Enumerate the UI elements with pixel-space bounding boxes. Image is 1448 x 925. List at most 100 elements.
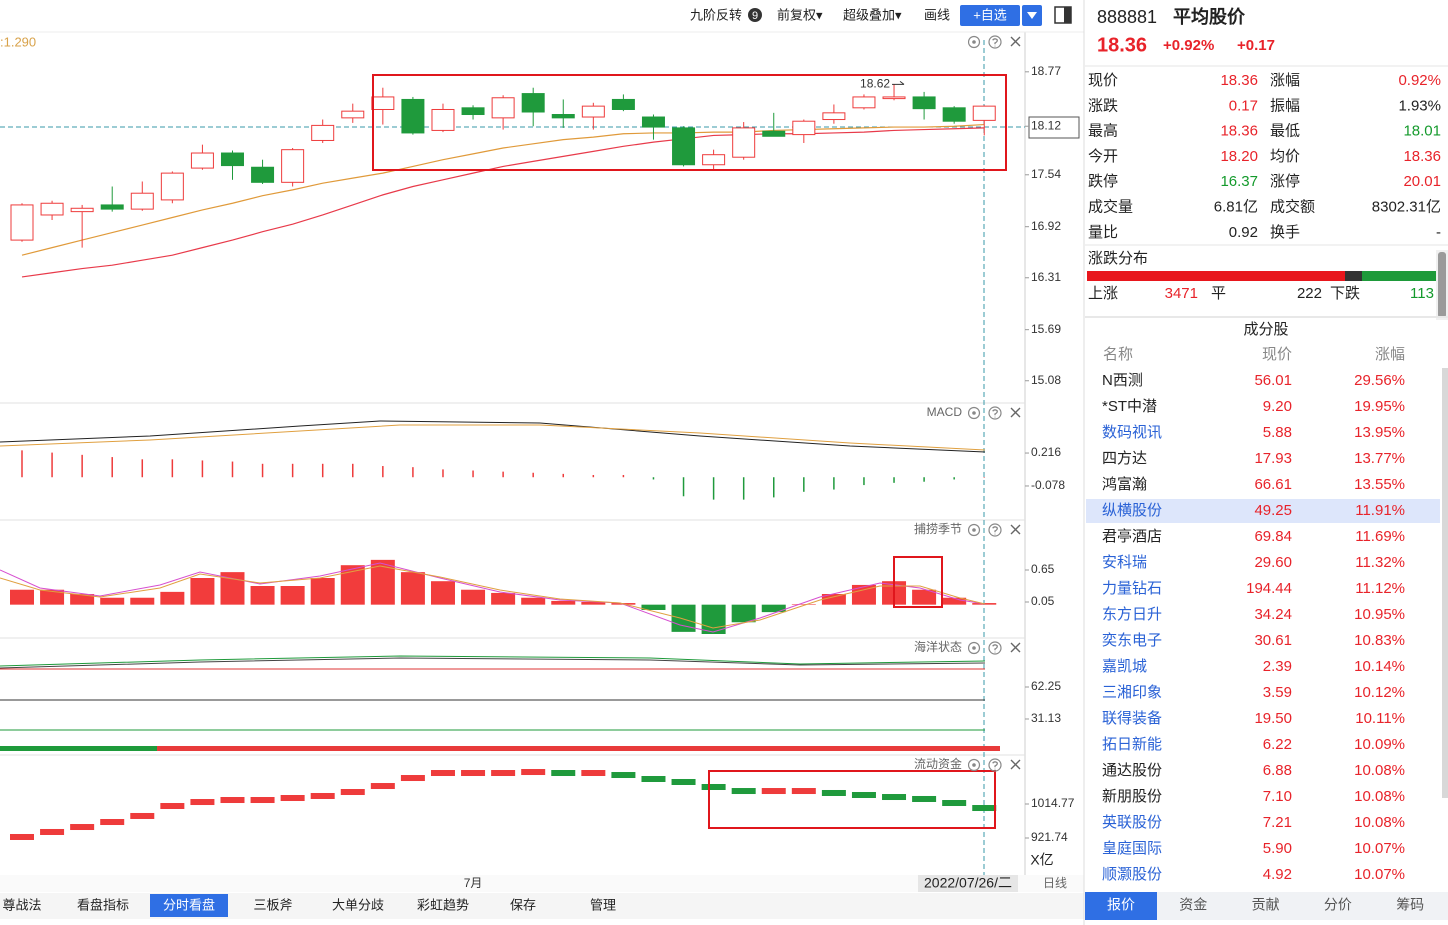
stock-change: 13.55%	[1354, 476, 1405, 493]
candle-body	[852, 96, 876, 109]
macd-bar	[261, 463, 264, 478]
ocean-strip	[0, 746, 157, 751]
add-button[interactable]	[960, 5, 1020, 26]
stock-change: 10.11%	[1355, 710, 1405, 727]
stock-price: 17.93	[1254, 450, 1292, 467]
stock-name: 平均股价	[1173, 6, 1246, 27]
stock-change: 10.08%	[1354, 788, 1405, 805]
dist-label: 平	[1211, 285, 1226, 302]
candle-body	[341, 110, 365, 119]
indicator-title[interactable]: 流动资金	[914, 756, 962, 771]
bottom-tab[interactable]: 管理	[590, 897, 616, 912]
stock-price: 6.88	[1263, 762, 1292, 779]
macd-bar	[321, 463, 324, 478]
stock-name[interactable]: *ST中潜	[1102, 398, 1157, 415]
capture-bar	[70, 594, 95, 605]
stock-name[interactable]: 嘉凯城	[1102, 658, 1147, 675]
stock-name[interactable]: 鸿富瀚	[1102, 475, 1147, 493]
bottom-tab[interactable]: 大单分歧	[332, 897, 384, 912]
dist-bar-up	[1087, 271, 1345, 281]
capture-bar	[851, 584, 876, 605]
stock-change: 13.95%	[1354, 424, 1405, 441]
table-scrollbar[interactable]	[1442, 368, 1448, 798]
macd-bar	[532, 472, 534, 478]
period-label[interactable]: 日线	[1043, 876, 1067, 890]
capture-bar	[551, 600, 576, 605]
bottom-tab[interactable]: 尊战法	[2, 897, 41, 912]
stock-name[interactable]: N西测	[1102, 372, 1143, 389]
table-header: 涨幅	[1375, 346, 1405, 363]
stock-change: 11.12%	[1355, 580, 1405, 597]
stock-name[interactable]: 新朋股份	[1102, 788, 1162, 805]
bottom-tab[interactable]: 三板斧	[253, 897, 292, 912]
indicator-title[interactable]: 捕捞季节	[914, 521, 962, 536]
capture-bar	[160, 591, 185, 605]
stock-change: 11.69%	[1355, 528, 1405, 545]
stock-name[interactable]: 安科瑞	[1102, 554, 1147, 571]
stock-name[interactable]: 君亭酒店	[1102, 527, 1162, 545]
candle-body	[732, 127, 756, 158]
stock-name[interactable]: 东方日升	[1102, 606, 1162, 623]
stock-name[interactable]: 皇庭国际	[1102, 840, 1162, 857]
y-tick-label: 0.05	[1031, 594, 1055, 608]
flow-step	[882, 794, 907, 801]
stock-price: 49.25	[1254, 502, 1292, 519]
panel-tab[interactable]: 资金	[1179, 897, 1207, 913]
macd-bar	[953, 477, 955, 480]
highlight-box	[893, 556, 943, 608]
dist-label: 下跌	[1330, 285, 1360, 302]
capture-bar	[430, 581, 455, 605]
add-button-text[interactable]: +自选	[973, 7, 1007, 22]
toolbar-item[interactable]: 画线	[924, 7, 950, 22]
bottom-tab[interactable]: 彩虹趋势	[417, 897, 469, 912]
flow-step	[791, 788, 816, 795]
toolbar-item[interactable]: 超级叠加▾	[843, 7, 902, 22]
indicator-title[interactable]: MACD	[927, 405, 963, 419]
stock-change: 10.08%	[1354, 762, 1405, 779]
flow-step	[100, 819, 125, 826]
quote-value: 16.37	[1220, 173, 1258, 190]
stock-name[interactable]: 英联股份	[1102, 813, 1162, 831]
stock-name[interactable]: 奕东电子	[1102, 632, 1162, 649]
panel-tab[interactable]: 分价	[1324, 897, 1352, 913]
stock-name[interactable]: 联得装备	[1102, 710, 1162, 727]
capture-bar	[912, 589, 937, 605]
stock-name[interactable]: 数码视讯	[1102, 424, 1162, 441]
y-tick-label: 62.25	[1031, 679, 1061, 693]
panel-tab[interactable]: 筹码	[1396, 897, 1424, 913]
flow-step	[160, 803, 185, 810]
y-tick-label: 0.65	[1031, 562, 1055, 576]
panel-tab[interactable]: 报价	[1107, 897, 1135, 913]
stock-name[interactable]: 力量钻石	[1102, 580, 1162, 597]
quote-label: 均价	[1270, 148, 1300, 165]
toolbar-item[interactable]: 九阶反转	[690, 7, 742, 22]
macd-bar	[712, 477, 715, 500]
bottom-tab[interactable]: 保存	[510, 897, 536, 912]
quote-label: 涨幅	[1270, 72, 1300, 89]
candle-body	[130, 192, 154, 210]
flow-step	[972, 805, 997, 812]
quote-value: 0.92	[1229, 224, 1258, 241]
indicator-title[interactable]: 海洋状态	[914, 639, 962, 654]
candle-body	[70, 207, 94, 213]
toolbar-item[interactable]: 前复权▾	[777, 7, 823, 22]
stock-price: 34.24	[1254, 606, 1292, 623]
candle-body	[792, 120, 816, 136]
panel-tab[interactable]: 贡献	[1252, 897, 1280, 913]
stock-price: 69.84	[1254, 528, 1292, 545]
stock-name[interactable]: 纵横股份	[1102, 502, 1162, 519]
bottom-tab[interactable]: 分时看盘	[163, 897, 215, 912]
stock-name[interactable]: 通达股份	[1102, 762, 1162, 779]
x-tick-label: 7月	[464, 876, 483, 890]
y-tick-label: 1014.77	[1031, 796, 1075, 810]
scroll-thumb[interactable]	[1438, 252, 1446, 318]
bottom-tab[interactable]: 看盘指标	[77, 897, 129, 912]
stock-name[interactable]: 拓日新能	[1102, 736, 1162, 753]
stock-name[interactable]: 顺灏股份	[1102, 866, 1162, 883]
stock-name[interactable]: 三湘印象	[1102, 684, 1162, 701]
macd-bar	[291, 463, 294, 478]
y-tick-label: 16.92	[1031, 219, 1061, 233]
stock-name[interactable]: 四方达	[1102, 450, 1147, 467]
macd-bar	[171, 459, 174, 478]
unit-label: X亿	[1030, 852, 1053, 868]
